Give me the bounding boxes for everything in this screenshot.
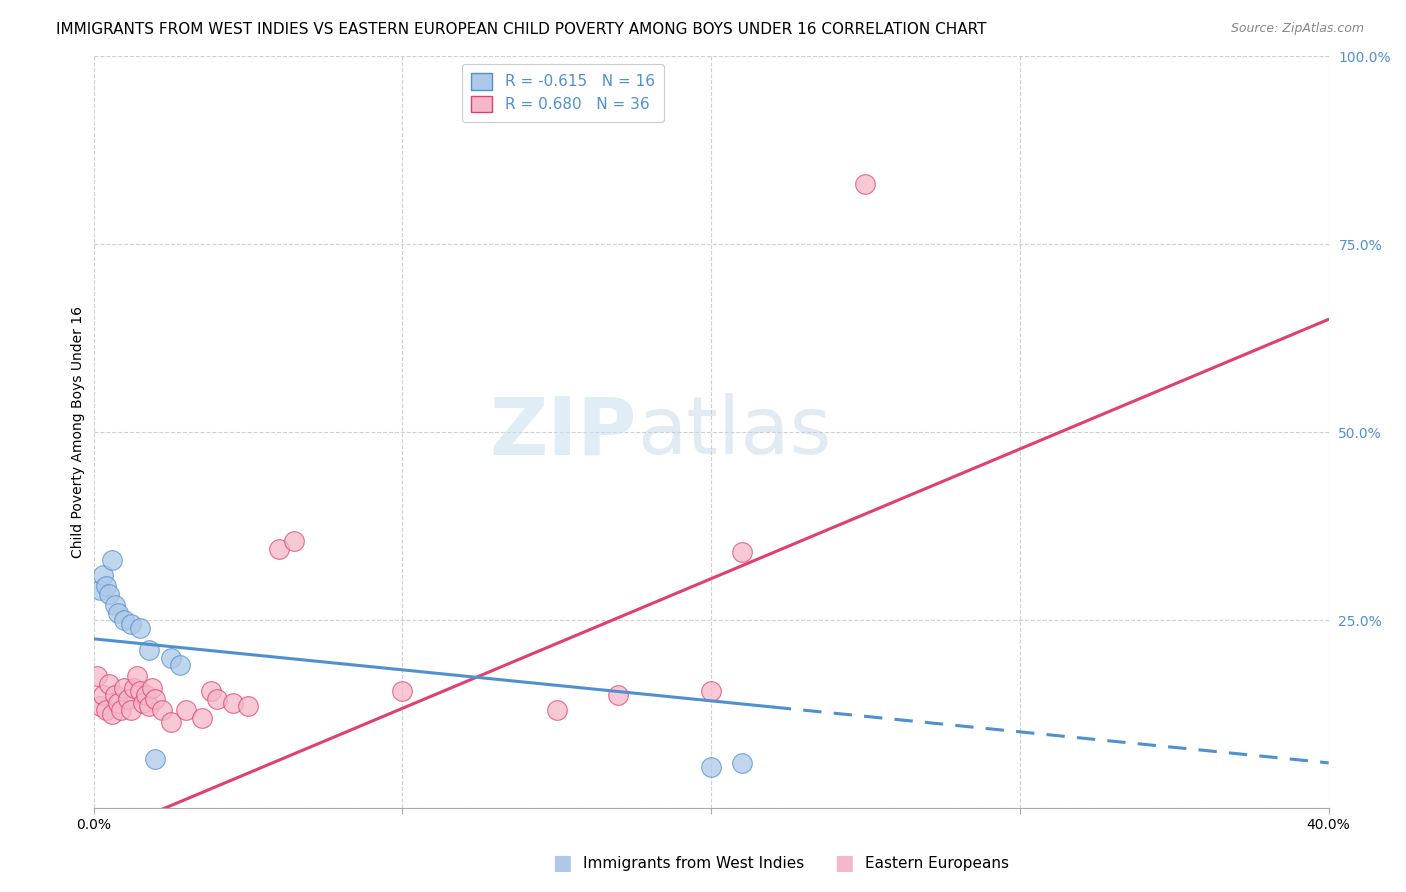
Point <box>114 613 136 627</box>
Point <box>159 714 181 729</box>
Point <box>141 681 163 695</box>
Point <box>169 658 191 673</box>
Point <box>143 692 166 706</box>
Point <box>91 568 114 582</box>
Point <box>94 703 117 717</box>
Text: Eastern Europeans: Eastern Europeans <box>865 856 1008 871</box>
Point <box>125 669 148 683</box>
Text: Source: ZipAtlas.com: Source: ZipAtlas.com <box>1230 22 1364 36</box>
Point <box>91 688 114 702</box>
Point <box>122 681 145 695</box>
Text: Immigrants from West Indies: Immigrants from West Indies <box>583 856 804 871</box>
Point <box>101 706 124 721</box>
Point <box>700 759 723 773</box>
Point <box>607 688 630 702</box>
Point <box>267 541 290 556</box>
Point <box>143 752 166 766</box>
Point <box>128 621 150 635</box>
Point <box>98 587 121 601</box>
Point <box>546 703 568 717</box>
Point <box>94 579 117 593</box>
Point <box>221 696 243 710</box>
Point <box>391 684 413 698</box>
Text: ■: ■ <box>553 854 572 873</box>
Point <box>159 650 181 665</box>
Point <box>132 696 155 710</box>
Point <box>98 677 121 691</box>
Point <box>110 703 132 717</box>
Point <box>86 669 108 683</box>
Text: IMMIGRANTS FROM WEST INDIES VS EASTERN EUROPEAN CHILD POVERTY AMONG BOYS UNDER 1: IMMIGRANTS FROM WEST INDIES VS EASTERN E… <box>56 22 987 37</box>
Point <box>89 699 111 714</box>
Text: ■: ■ <box>834 854 853 873</box>
Point <box>114 681 136 695</box>
Y-axis label: Child Poverty Among Boys Under 16: Child Poverty Among Boys Under 16 <box>72 306 86 558</box>
Point <box>855 177 877 191</box>
Point <box>120 616 142 631</box>
Point <box>104 598 127 612</box>
Point <box>731 756 754 770</box>
Point <box>120 703 142 717</box>
Point <box>128 684 150 698</box>
Point <box>117 692 139 706</box>
Point <box>107 606 129 620</box>
Point <box>135 688 157 702</box>
Point <box>138 643 160 657</box>
Point <box>700 684 723 698</box>
Legend: R = -0.615   N = 16, R = 0.680   N = 36: R = -0.615 N = 16, R = 0.680 N = 36 <box>463 64 664 121</box>
Point <box>89 582 111 597</box>
Point <box>283 534 305 549</box>
Point <box>138 699 160 714</box>
Text: ZIP: ZIP <box>489 393 637 471</box>
Point <box>104 688 127 702</box>
Point <box>190 711 212 725</box>
Point <box>174 703 197 717</box>
Point <box>101 553 124 567</box>
Point <box>205 692 228 706</box>
Point <box>236 699 259 714</box>
Point <box>731 545 754 559</box>
Text: atlas: atlas <box>637 393 831 471</box>
Point <box>200 684 222 698</box>
Point <box>107 696 129 710</box>
Point <box>150 703 173 717</box>
